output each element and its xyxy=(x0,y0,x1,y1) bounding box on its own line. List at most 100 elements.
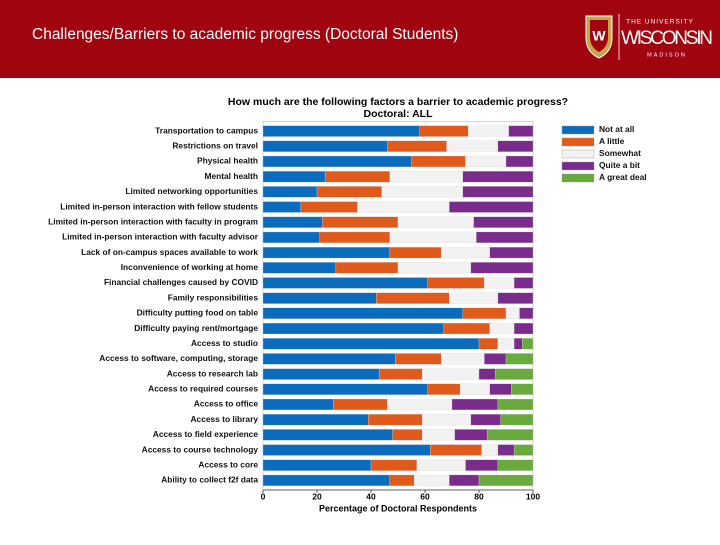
bar-segment xyxy=(387,398,453,411)
chart-title: How much are the following factors a bar… xyxy=(228,96,568,108)
category-label: Lack of on-campus spaces available to wo… xyxy=(81,247,258,257)
bar-segment xyxy=(465,155,507,168)
bar-segment xyxy=(378,368,423,380)
bar-segment xyxy=(262,277,428,289)
chart-subtitle: Doctoral: ALL xyxy=(363,108,433,120)
legend-swatch xyxy=(561,149,595,159)
bar-segment xyxy=(497,140,534,152)
bar-segment xyxy=(454,429,488,441)
category-label: Access to library xyxy=(191,414,259,424)
bar-segment xyxy=(497,338,515,350)
bar-segment xyxy=(478,368,496,380)
bar-segment xyxy=(262,459,372,471)
bar-segment xyxy=(322,216,399,228)
legend-swatch xyxy=(561,137,595,147)
category-label: Access to course technology xyxy=(142,444,259,454)
bar-segment xyxy=(370,459,418,471)
x-tick-label: 100 xyxy=(526,491,540,501)
bar-segment xyxy=(497,444,515,456)
bar-segment xyxy=(462,307,507,319)
bar-segment xyxy=(389,171,463,183)
bar-segment xyxy=(422,414,472,426)
bar-segment xyxy=(489,383,512,395)
category-label: Access to field experience xyxy=(153,429,259,439)
bar-segment xyxy=(522,338,534,350)
bar-segment xyxy=(497,398,534,411)
bar-segment xyxy=(381,186,463,198)
x-tick-label: 20 xyxy=(312,491,322,501)
bar-segment xyxy=(443,322,490,335)
bar-segment xyxy=(427,383,461,395)
bar-segment xyxy=(319,231,391,244)
bar-segment xyxy=(419,125,469,137)
bar-segment xyxy=(262,338,480,350)
bar-segment xyxy=(262,444,431,456)
category-label: Limited networking opportunities xyxy=(125,186,258,196)
x-tick-label: 40 xyxy=(366,491,376,501)
bar-segment xyxy=(262,246,391,259)
bar-segment xyxy=(462,171,534,183)
bar-segment xyxy=(262,216,323,228)
bar-segment xyxy=(389,231,477,244)
bar-segment xyxy=(497,292,534,304)
bar-segment xyxy=(397,262,472,274)
logo: W THE UNIVERSITY WISCONSIN MADISON xyxy=(585,14,713,60)
bar-segment xyxy=(376,292,450,304)
bar-segment xyxy=(513,444,534,456)
bar-segment xyxy=(395,353,442,365)
bar-segment xyxy=(392,429,423,441)
x-tick-label: 0 xyxy=(261,491,266,501)
bar-segment xyxy=(484,353,507,365)
bar-segment xyxy=(478,474,534,487)
category-label: Mental health xyxy=(204,171,258,181)
bar-segment xyxy=(368,414,423,426)
bar-segment xyxy=(262,414,369,426)
legend-label: Not at all xyxy=(599,124,634,134)
bar-segment xyxy=(489,246,534,259)
category-label: Difficulty putting food on table xyxy=(137,308,259,318)
bar-segment xyxy=(505,353,534,365)
legend-swatch xyxy=(561,125,595,135)
bar-segment xyxy=(511,383,534,395)
crest-inner xyxy=(590,20,608,52)
category-label: Access to software, computing, storage xyxy=(99,353,258,363)
bar-segment xyxy=(422,368,480,380)
bar-segment xyxy=(333,398,388,411)
bar-segment xyxy=(316,186,382,198)
category-label: Inconvenience of working at home xyxy=(121,262,259,272)
bar-segment xyxy=(459,383,490,395)
bar-segment xyxy=(468,125,509,137)
bar-segment xyxy=(449,201,534,213)
bar-segment xyxy=(513,322,534,335)
bar-segment xyxy=(262,398,334,411)
bar-segment xyxy=(411,155,466,168)
category-label: Access to office xyxy=(194,399,259,409)
bar-segment xyxy=(449,474,480,487)
bar-segment xyxy=(481,444,499,456)
bar-segment xyxy=(495,368,534,380)
bar-segment xyxy=(262,353,396,365)
bar-segment xyxy=(416,459,466,471)
category-label: Ability to collect f2f data xyxy=(161,475,258,485)
bar-segment xyxy=(422,429,455,441)
bar-segment xyxy=(357,201,450,213)
bar-segment xyxy=(262,383,428,395)
crest-letter: W xyxy=(592,28,606,44)
x-tick-label: 80 xyxy=(474,491,484,501)
bar-segment xyxy=(489,322,515,335)
category-label: Physical health xyxy=(197,156,258,166)
category-label: Access to core xyxy=(198,459,258,469)
bar-segment xyxy=(505,155,534,168)
bar-segment xyxy=(427,277,485,289)
bar-segment xyxy=(262,307,463,319)
logo-top: THE UNIVERSITY xyxy=(626,19,694,26)
bar-segment xyxy=(519,307,534,319)
bar-segment xyxy=(262,368,380,380)
bar-segment xyxy=(513,338,523,350)
bar-segment xyxy=(497,459,534,471)
header-title: Challenges/Barriers to academic progress… xyxy=(32,26,458,43)
category-label: Family responsibilities xyxy=(168,292,259,302)
bar-segment xyxy=(486,429,534,441)
category-label: Limited in-person interaction with fello… xyxy=(60,201,258,211)
